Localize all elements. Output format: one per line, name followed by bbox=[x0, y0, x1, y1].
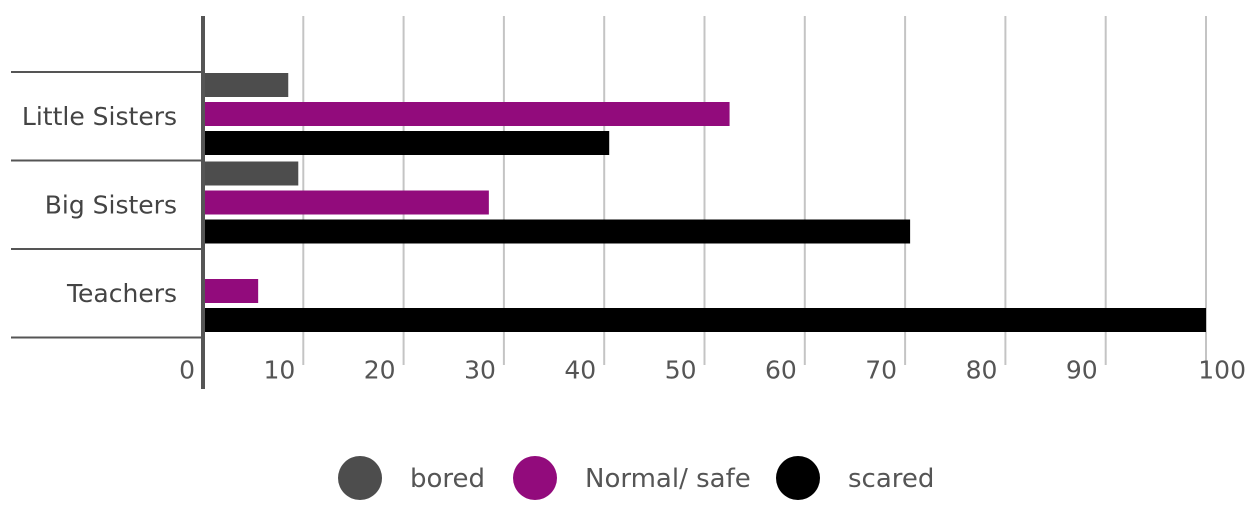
legend-swatch bbox=[513, 456, 557, 500]
x-tick-label: 60 bbox=[765, 356, 797, 385]
legend-swatch bbox=[776, 456, 820, 500]
bar bbox=[205, 131, 610, 155]
bar bbox=[205, 102, 730, 126]
legend-label: Normal/ safe bbox=[585, 464, 751, 494]
category-label: Little Sisters bbox=[22, 102, 177, 131]
category-separators bbox=[11, 71, 203, 339]
bar bbox=[205, 190, 489, 215]
bar bbox=[205, 161, 299, 186]
category-label: Big Sisters bbox=[45, 190, 177, 219]
bar bbox=[205, 308, 1206, 332]
bar bbox=[205, 279, 259, 303]
x-tick-label: 0 bbox=[179, 356, 195, 385]
legend-label: scared bbox=[848, 464, 934, 494]
bar bbox=[205, 219, 911, 244]
category-label: Teachers bbox=[66, 279, 177, 308]
legend: bored Normal/ safe scared bbox=[338, 456, 934, 500]
x-tick-label: 50 bbox=[665, 356, 697, 385]
grid-lines bbox=[302, 16, 1207, 365]
x-tick-labels: 0 10 20 30 40 50 60 70 80 90 100 bbox=[179, 356, 1246, 385]
category-labels: Little Sisters Big Sisters Teachers bbox=[22, 102, 177, 308]
bar bbox=[205, 73, 289, 97]
x-tick-label: 10 bbox=[263, 356, 295, 385]
bars bbox=[205, 73, 1206, 332]
legend-label: bored bbox=[410, 464, 485, 494]
x-tick-label: 80 bbox=[966, 356, 998, 385]
x-tick-label: 100 bbox=[1198, 356, 1246, 385]
legend-swatch bbox=[338, 456, 382, 500]
x-tick-label: 90 bbox=[1066, 356, 1098, 385]
x-tick-label: 40 bbox=[564, 356, 596, 385]
x-tick-label: 20 bbox=[364, 356, 396, 385]
x-tick-label: 70 bbox=[865, 356, 897, 385]
x-tick-label: 30 bbox=[464, 356, 496, 385]
